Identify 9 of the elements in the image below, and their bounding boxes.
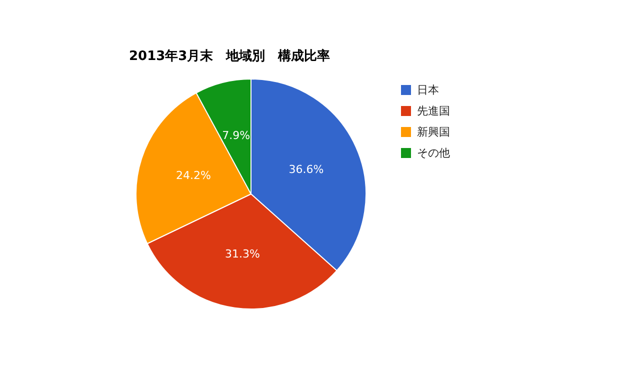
data-label: 31.3% [225, 247, 260, 260]
legend-label: その他 [417, 146, 450, 160]
legend-label: 日本 [417, 84, 439, 96]
legend-label: 先進国 [417, 104, 450, 118]
legend-label: 新興国 [417, 126, 450, 138]
data-label: 7.9% [222, 128, 250, 142]
data-label: 24.2% [176, 168, 211, 182]
chart-title: 2013年3月末 地域別 構成比率 [129, 48, 330, 64]
data-label: 36.6% [288, 162, 324, 176]
